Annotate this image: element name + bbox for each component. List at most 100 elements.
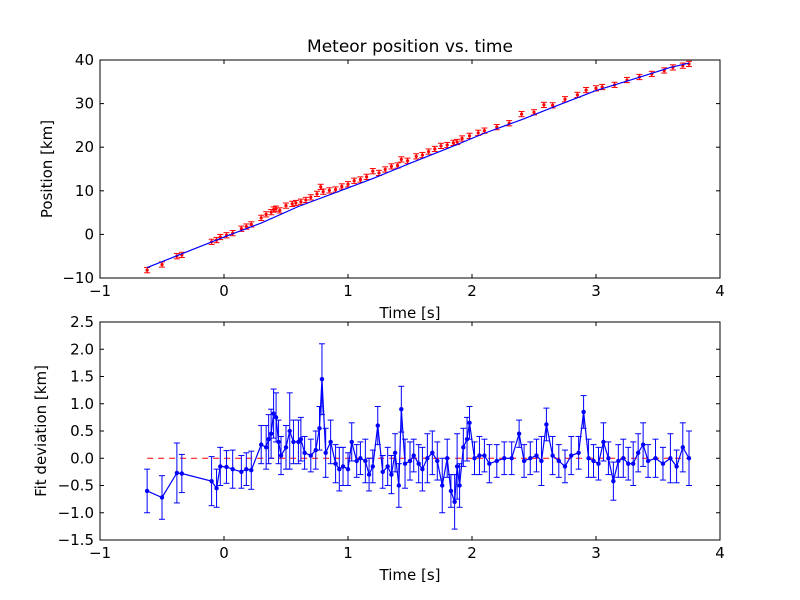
data-point (371, 169, 375, 173)
x-tick-label: 4 (715, 544, 725, 562)
data-point (321, 190, 325, 194)
data-point (591, 458, 596, 464)
data-point (563, 97, 567, 101)
data-point (383, 167, 387, 172)
data-point (454, 464, 460, 469)
y-tick-label: 0.0 (70, 449, 94, 467)
y-tick-label: 40 (75, 51, 94, 69)
data-point (179, 471, 185, 476)
data-point (278, 453, 284, 458)
x-tick-label: 3 (591, 544, 601, 562)
data-point (448, 488, 454, 494)
data-point (467, 134, 472, 138)
data-point (315, 192, 319, 196)
data-point (532, 110, 536, 114)
data-point (363, 458, 368, 464)
data-point (534, 453, 539, 458)
data-point (244, 466, 249, 472)
data-point (284, 204, 288, 208)
y-tick-label: 0.5 (70, 422, 94, 440)
data-point (340, 464, 346, 469)
data-point (259, 442, 264, 447)
y-tick-label: 2.5 (70, 313, 94, 331)
data-point (144, 488, 150, 494)
data-point (586, 456, 591, 461)
data-point (668, 456, 673, 461)
y-tick-label: 1.0 (70, 395, 94, 413)
data-point (298, 436, 304, 442)
x-tick-label: −1 (89, 282, 111, 300)
data-point (556, 458, 561, 464)
y-tick-label: −0.5 (58, 477, 94, 495)
data-point (333, 461, 338, 466)
data-point (520, 112, 524, 116)
y-axis-label: Fit deviation [km] (32, 365, 50, 497)
data-point (313, 447, 318, 453)
data-point (461, 445, 466, 450)
data-point (464, 436, 470, 442)
data-point (445, 456, 450, 461)
data-point (239, 469, 244, 475)
x-tick-label: −1 (89, 544, 111, 562)
y-tick-label: 30 (75, 95, 94, 113)
data-point (396, 483, 402, 488)
data-point (616, 458, 621, 464)
data-point (244, 224, 248, 229)
data-point (249, 468, 254, 473)
data-point (542, 103, 546, 107)
data-point (349, 439, 354, 445)
y-axis-label: Position [km] (38, 120, 56, 218)
data-point (502, 456, 507, 461)
data-point (584, 88, 588, 92)
data-point (283, 445, 289, 450)
data-point (411, 453, 416, 458)
x-axis-label: Time [s] (379, 566, 441, 584)
data-point (487, 461, 492, 466)
data-point (346, 182, 350, 186)
fit-line (146, 62, 690, 269)
x-tick-label: 4 (715, 282, 725, 300)
data-point (509, 456, 514, 461)
data-point (645, 458, 651, 464)
data-point (440, 483, 445, 488)
data-point (290, 202, 294, 206)
data-point (399, 407, 404, 412)
data-point (334, 187, 338, 192)
data-point (319, 377, 325, 382)
data-point (581, 409, 586, 415)
data-point (551, 103, 555, 107)
data-point (606, 456, 611, 461)
x-tick-label: 0 (219, 544, 229, 562)
position-chart-data (144, 60, 692, 274)
data-point (575, 93, 580, 97)
data-point (264, 212, 268, 216)
data-point (224, 464, 229, 470)
data-point (660, 461, 666, 466)
data-point (494, 458, 499, 464)
data-point (328, 439, 333, 445)
data-point (550, 453, 555, 458)
data-point (309, 195, 313, 199)
data-point (621, 456, 626, 461)
data-point (239, 227, 243, 231)
x-tick-label: 1 (343, 282, 353, 300)
data-point (460, 136, 464, 141)
data-point (317, 426, 322, 431)
data-point (159, 495, 165, 500)
data-point (686, 456, 692, 461)
data-point (601, 439, 606, 445)
data-point (611, 478, 616, 484)
data-point (366, 472, 372, 477)
data-point (414, 154, 418, 158)
y-tick-label: −1.5 (58, 531, 94, 549)
x-tick-label: 1 (343, 544, 353, 562)
data-point (392, 450, 398, 455)
data-point (482, 129, 486, 133)
data-point (263, 445, 269, 450)
data-point (420, 466, 425, 472)
data-point (402, 461, 408, 466)
data-point (345, 466, 351, 472)
y-tick-label: 0 (84, 225, 94, 243)
data-point (516, 431, 522, 436)
